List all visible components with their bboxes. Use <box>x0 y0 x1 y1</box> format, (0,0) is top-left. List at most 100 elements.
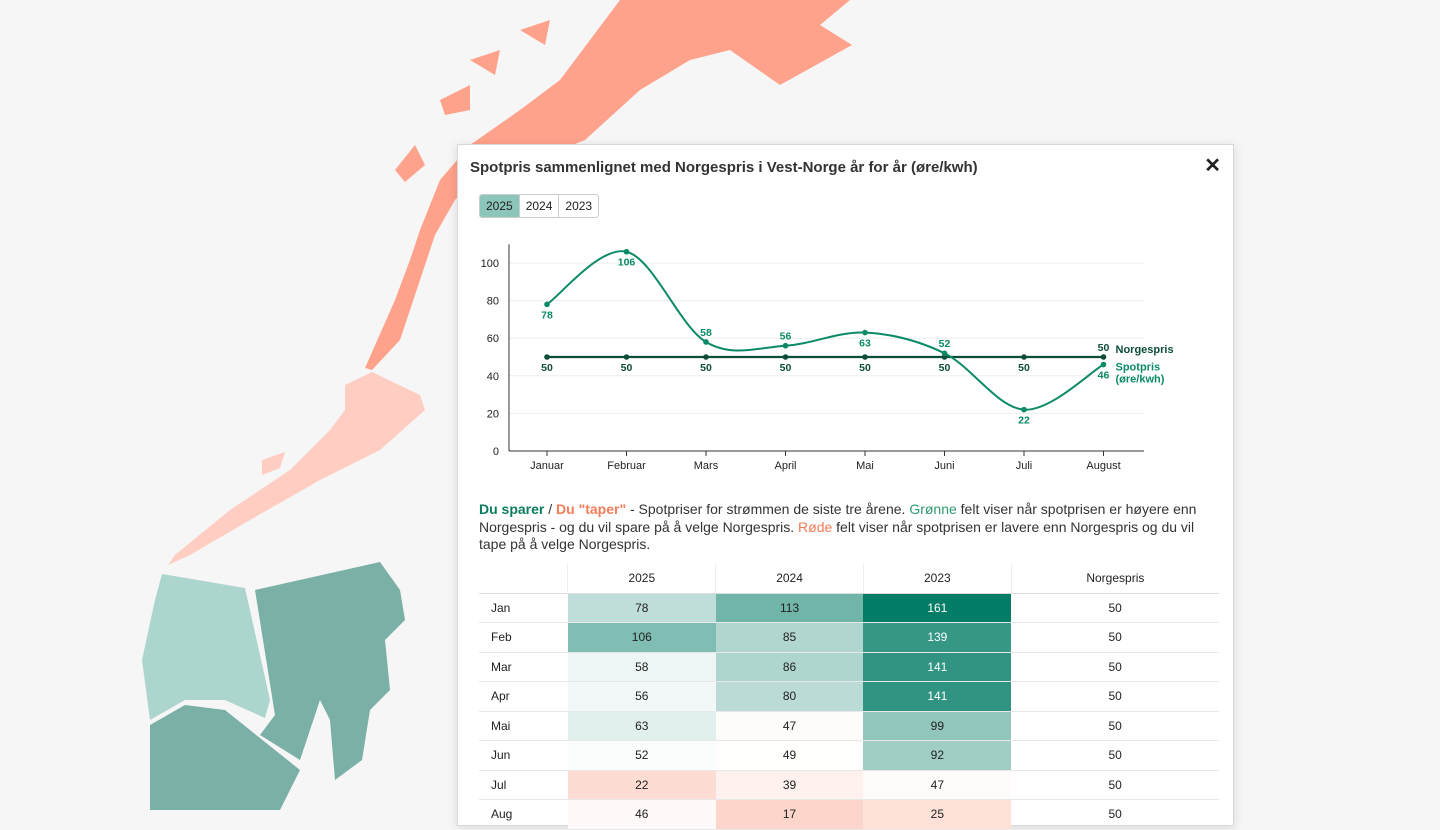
chart-modal: Spotpris sammenlignet med Norgespris i V… <box>457 144 1234 830</box>
y-tick-label: 0 <box>493 446 499 458</box>
region-west[interactable] <box>142 574 270 720</box>
data-point <box>703 354 709 360</box>
x-tick-label: Mars <box>694 460 719 472</box>
price-cell: 80 <box>715 681 864 712</box>
price-cell: 161 <box>863 593 1012 623</box>
data-label: 22 <box>1018 415 1030 427</box>
data-point <box>782 354 789 360</box>
desc-text: felt viser når spotprisen er høyere enn … <box>479 501 1197 535</box>
data-label: 50 <box>1098 342 1110 354</box>
data-point <box>623 354 630 360</box>
month-cell: Jul <box>479 770 568 800</box>
price-cell: 92 <box>863 740 1012 771</box>
price-cell: 46 <box>567 799 716 830</box>
price-cell: 56 <box>567 681 716 712</box>
region-mid[interactable] <box>168 372 425 565</box>
table-row: Jan 78 113 161 50 <box>479 593 1219 623</box>
desc-text: - Spotpriser for strømmen de siste tre å… <box>626 501 910 517</box>
price-table: 2025 2024 2023 Norgespris Jan 78 113 161 50 Feb 1… <box>479 563 1219 830</box>
data-label: 50 <box>859 362 871 374</box>
price-cell: 22 <box>567 770 716 800</box>
price-cell: 49 <box>715 740 864 771</box>
data-point <box>941 350 948 357</box>
price-cell: 58 <box>567 652 716 682</box>
data-label: 46 <box>1098 370 1110 382</box>
month-cell: Aug <box>479 799 568 830</box>
region-south[interactable] <box>150 705 300 810</box>
data-point <box>703 339 709 345</box>
norgespris-cell: 50 <box>1011 711 1219 741</box>
data-point <box>1021 406 1027 413</box>
y-tick-label: 40 <box>487 371 499 383</box>
data-label: 50 <box>780 362 792 374</box>
data-label: 50 <box>621 362 633 374</box>
year-selector: 2025 2024 2023 <box>479 194 600 218</box>
data-point <box>623 248 630 255</box>
norgespris-cell: 50 <box>1011 593 1219 623</box>
norgespris-cell: 50 <box>1011 770 1219 800</box>
red-word: Røde <box>798 518 833 535</box>
data-label: 106 <box>618 257 636 269</box>
data-point <box>1021 354 1027 360</box>
column-header: 2023 <box>862 563 1012 594</box>
legend-norgespris: Norgespris <box>1116 344 1174 356</box>
x-tick-label: August <box>1086 460 1120 472</box>
close-icon[interactable]: ✕ <box>1204 155 1221 177</box>
x-tick-label: Juni <box>934 460 954 472</box>
price-cell: 113 <box>715 593 864 623</box>
y-tick-label: 80 <box>487 296 499 308</box>
x-tick-label: Januar <box>530 460 564 472</box>
island-shapes <box>395 20 550 182</box>
data-point <box>544 354 550 360</box>
tab-2024[interactable]: 2024 <box>520 195 560 217</box>
x-tick-label: Februar <box>607 460 646 472</box>
y-tick-label: 60 <box>487 333 499 345</box>
month-cell: Mar <box>479 652 568 682</box>
price-cell: 141 <box>863 681 1012 712</box>
data-point <box>544 301 550 308</box>
norgespris-cell: 50 <box>1011 799 1219 830</box>
norgespris-cell: 50 <box>1011 740 1219 771</box>
norgespris-cell: 50 <box>1011 652 1219 682</box>
price-cell: 52 <box>567 740 716 771</box>
data-label: 78 <box>541 309 553 321</box>
modal-title: Spotpris sammenlignet med Norgespris i V… <box>470 159 978 176</box>
table-row: Mar 58 86 141 50 <box>479 652 1219 682</box>
lose-label: Du "taper" <box>556 501 627 517</box>
x-tick-label: April <box>774 460 796 472</box>
data-point <box>862 329 868 336</box>
column-header: Norgespris <box>1010 563 1219 594</box>
header-row: 2025 2024 2023 Norgespris <box>479 563 1219 594</box>
month-cell: Jan <box>479 593 568 623</box>
price-cell: 63 <box>567 711 716 741</box>
desc-text: felt viser når spotprisen er lavere enn … <box>479 518 1195 553</box>
price-cell: 47 <box>863 770 1012 800</box>
table-row: Jul 22 39 47 50 <box>479 770 1219 800</box>
price-cell: 17 <box>715 799 864 830</box>
data-point <box>862 354 868 360</box>
column-header: 2025 <box>567 563 716 594</box>
save-label: Du sparer <box>479 501 545 517</box>
norgespris-cell: 50 <box>1011 681 1219 712</box>
island-shape <box>262 452 285 475</box>
price-cell: 99 <box>863 711 1012 741</box>
table-row: Mai 63 47 99 50 <box>479 711 1219 741</box>
x-tick-label: Mai <box>856 460 874 472</box>
region-east[interactable] <box>255 562 405 780</box>
green-word: Grønne <box>909 501 957 517</box>
tab-2025[interactable]: 2025 <box>480 195 520 217</box>
price-cell: 78 <box>567 593 716 623</box>
tab-2023[interactable]: 2023 <box>565 199 593 213</box>
month-cell: Apr <box>479 681 568 712</box>
price-cell: 86 <box>715 652 864 682</box>
data-point <box>1100 361 1107 368</box>
lower-section: Du sparer / Du "taper" - Spotpriser for … <box>479 501 1219 830</box>
price-cell: 85 <box>715 622 864 653</box>
table-row: Apr 56 80 141 50 <box>479 681 1219 712</box>
column-header: 2024 <box>715 563 864 594</box>
separator: / <box>544 501 557 517</box>
line-chart: 0 20 40 60 80 100 Januar Februar Mars April Mai Jun… <box>481 244 1174 472</box>
data-label: 50 <box>700 362 712 374</box>
column-header <box>479 563 568 594</box>
y-tick-label: 100 <box>481 258 499 270</box>
